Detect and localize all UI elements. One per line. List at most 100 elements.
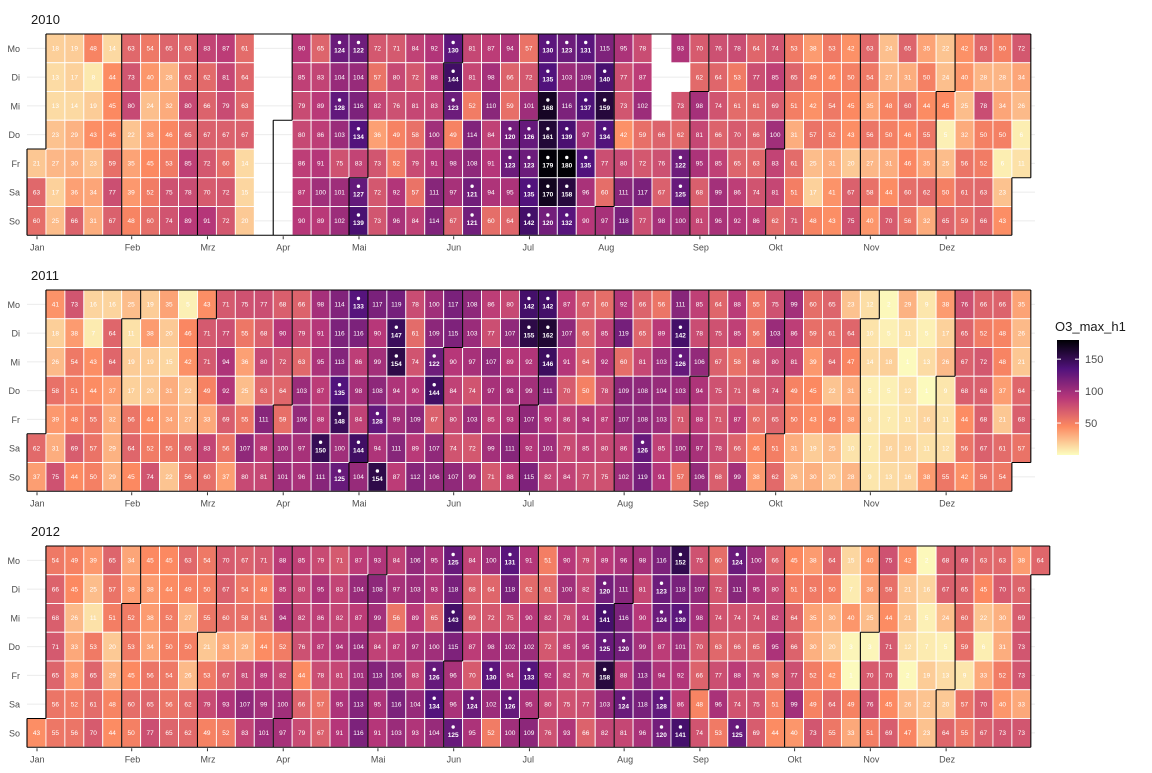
- cell-value-2012-02-15: 52: [165, 615, 173, 622]
- cell-value-2010-06-23: 59: [506, 103, 514, 110]
- cell-value-2010-12-30: 6: [1020, 132, 1024, 139]
- cell-value-2012-06-18: 131: [505, 560, 516, 567]
- cell-value-2011-06-02: 84: [450, 388, 458, 395]
- cell-value-2011-08-28: 57: [677, 474, 685, 481]
- cell-value-2010-11-06: 58: [866, 189, 874, 196]
- threshold-dot-2012-08-22: [678, 610, 683, 614]
- cell-value-2011-09-25: 38: [753, 474, 761, 481]
- weekday-label-2010-Fr: Fr: [12, 159, 21, 169]
- cell-value-2011-04-20: 113: [334, 359, 345, 366]
- cell-value-2011-11-01: 10: [866, 330, 874, 337]
- cell-value-2011-03-10: 92: [222, 388, 230, 395]
- weekday-label-2012-Di: Di: [12, 585, 21, 595]
- cell-value-2011-03-05: 83: [203, 445, 211, 452]
- cell-value-2011-03-09: 94: [222, 359, 230, 366]
- cell-value-2012-10-26: 1: [849, 673, 853, 680]
- cell-value-2012-05-27: 104: [429, 730, 440, 737]
- cell-value-2010-02-28: 89: [184, 218, 192, 225]
- cell-value-2012-10-10: 35: [809, 615, 817, 622]
- cell-value-2012-05-10: 87: [393, 644, 401, 651]
- cell-value-2011-11-21: 9: [925, 302, 929, 309]
- cell-value-2010-01-29: 59: [109, 161, 117, 168]
- cell-value-2012-08-01: 116: [618, 615, 629, 622]
- cell-value-2012-10-05: 77: [790, 673, 798, 680]
- cell-value-2010-02-13: 52: [146, 189, 154, 196]
- cell-value-2011-11-08: 5: [887, 330, 891, 337]
- cell-value-2012-07-18: 91: [582, 615, 590, 622]
- cell-value-2012-05-09: 56: [393, 615, 401, 622]
- month-boundaries-2012: [26, 545, 1051, 748]
- cell-value-2012-11-21: 5: [925, 615, 929, 622]
- cell-value-2011-06-20: 80: [506, 302, 514, 309]
- cell-value-2011-05-06: 128: [372, 419, 383, 426]
- cell-value-2012-02-29: 55: [203, 615, 211, 622]
- cell-value-2010-04-17: 100: [315, 189, 326, 196]
- cell-value-2012-03-21: 61: [260, 615, 268, 622]
- threshold-dot-2010-07-04: [527, 213, 531, 217]
- cell-value-2012-08-25: 86: [677, 701, 685, 708]
- cell-value-2012-03-22: 44: [260, 644, 268, 651]
- threshold-dot-2010-07-06: [546, 69, 550, 73]
- cell-value-2010-01-09: 17: [52, 189, 60, 196]
- cell-value-2012-06-03: 125: [448, 732, 459, 739]
- cell-value-2012-03-06: 67: [222, 586, 230, 593]
- cell-value-2012-11-15: 12: [904, 644, 912, 651]
- cell-value-2011-05-26: 144: [429, 390, 440, 397]
- cell-value-2010-01-08: 27: [52, 161, 60, 168]
- cell-value-2011-08-12: 108: [637, 417, 648, 424]
- cell-value-2010-02-15: 65: [165, 46, 173, 53]
- cell-value-2010-02-21: 74: [165, 218, 173, 225]
- cell-value-2012-08-04: 124: [618, 703, 629, 710]
- cell-value-2010-04-05: 90: [298, 46, 306, 53]
- cell-value-2012-10-29: 40: [866, 558, 874, 565]
- cell-value-2012-11-02: 70: [866, 673, 874, 680]
- cell-value-2011-06-14: 77: [487, 330, 495, 337]
- cell-value-2010-08-09: 78: [639, 46, 647, 53]
- cell-value-2011-10-24: 23: [847, 302, 855, 309]
- cell-value-2010-07-30: 77: [601, 161, 609, 168]
- cell-value-2012-07-04: 82: [544, 615, 552, 622]
- month-label-2011-Apr: Apr: [276, 498, 290, 508]
- cell-value-2012-08-30: 70: [696, 644, 704, 651]
- cell-value-2010-07-11: 120: [542, 220, 553, 227]
- cell-value-2012-10-03: 64: [790, 615, 798, 622]
- cell-value-2010-04-07: 79: [298, 103, 306, 110]
- month-label-2012-Jan: Jan: [30, 754, 45, 764]
- cell-value-2012-09-19: 74: [753, 615, 761, 622]
- threshold-dot-2011-05-10: [394, 325, 399, 329]
- threshold-dot-2010-04-26: [356, 40, 361, 45]
- cell-value-2010-11-29: 22: [942, 46, 950, 53]
- cell-value-2012-11-26: 68: [942, 558, 950, 565]
- cell-value-2011-05-29: 106: [429, 474, 440, 481]
- cell-value-2010-05-03: 72: [374, 46, 382, 53]
- cell-value-2012-12-29: 33: [1018, 701, 1026, 708]
- cell-value-2010-12-21: 28: [999, 74, 1007, 81]
- cell-value-2011-06-28: 155: [523, 332, 534, 339]
- cell-value-2011-11-02: 14: [866, 359, 874, 366]
- threshold-dot-2010-05-02: [356, 213, 361, 217]
- cell-value-2011-02-17: 31: [165, 388, 173, 395]
- cell-value-2012-11-20: 16: [923, 586, 931, 593]
- cell-value-2010-09-17: 65: [734, 161, 742, 168]
- cell-value-2011-09-29: 74: [772, 388, 780, 395]
- cell-value-2012-08-15: 124: [656, 617, 667, 624]
- cell-value-2012-09-20: 65: [753, 644, 761, 651]
- cell-value-2010-08-23: 93: [677, 46, 685, 53]
- cell-value-2012-05-15: 103: [410, 586, 421, 593]
- cell-value-2011-03-06: 60: [203, 474, 211, 481]
- cell-value-2010-07-01: 126: [523, 134, 534, 141]
- cell-value-2012-03-04: 49: [203, 730, 211, 737]
- cell-value-2010-05-23: 84: [412, 218, 420, 225]
- cell-value-2010-12-18: 63: [980, 189, 988, 196]
- cell-value-2012-10-12: 52: [809, 673, 817, 680]
- cell-value-2012-05-21: 95: [431, 558, 439, 565]
- cell-value-2011-09-11: 68: [715, 474, 723, 481]
- cell-value-2010-06-18: 91: [487, 161, 495, 168]
- cell-value-2011-02-08: 38: [146, 330, 154, 337]
- cell-value-2011-09-20: 56: [753, 330, 761, 337]
- cell-value-2012-10-16: 50: [828, 586, 836, 593]
- cell-value-2010-04-24: 101: [334, 189, 345, 196]
- cell-value-2012-08-26: 141: [675, 732, 686, 739]
- cell-value-2010-01-20: 19: [90, 103, 98, 110]
- cell-value-2012-07-03: 61: [544, 586, 552, 593]
